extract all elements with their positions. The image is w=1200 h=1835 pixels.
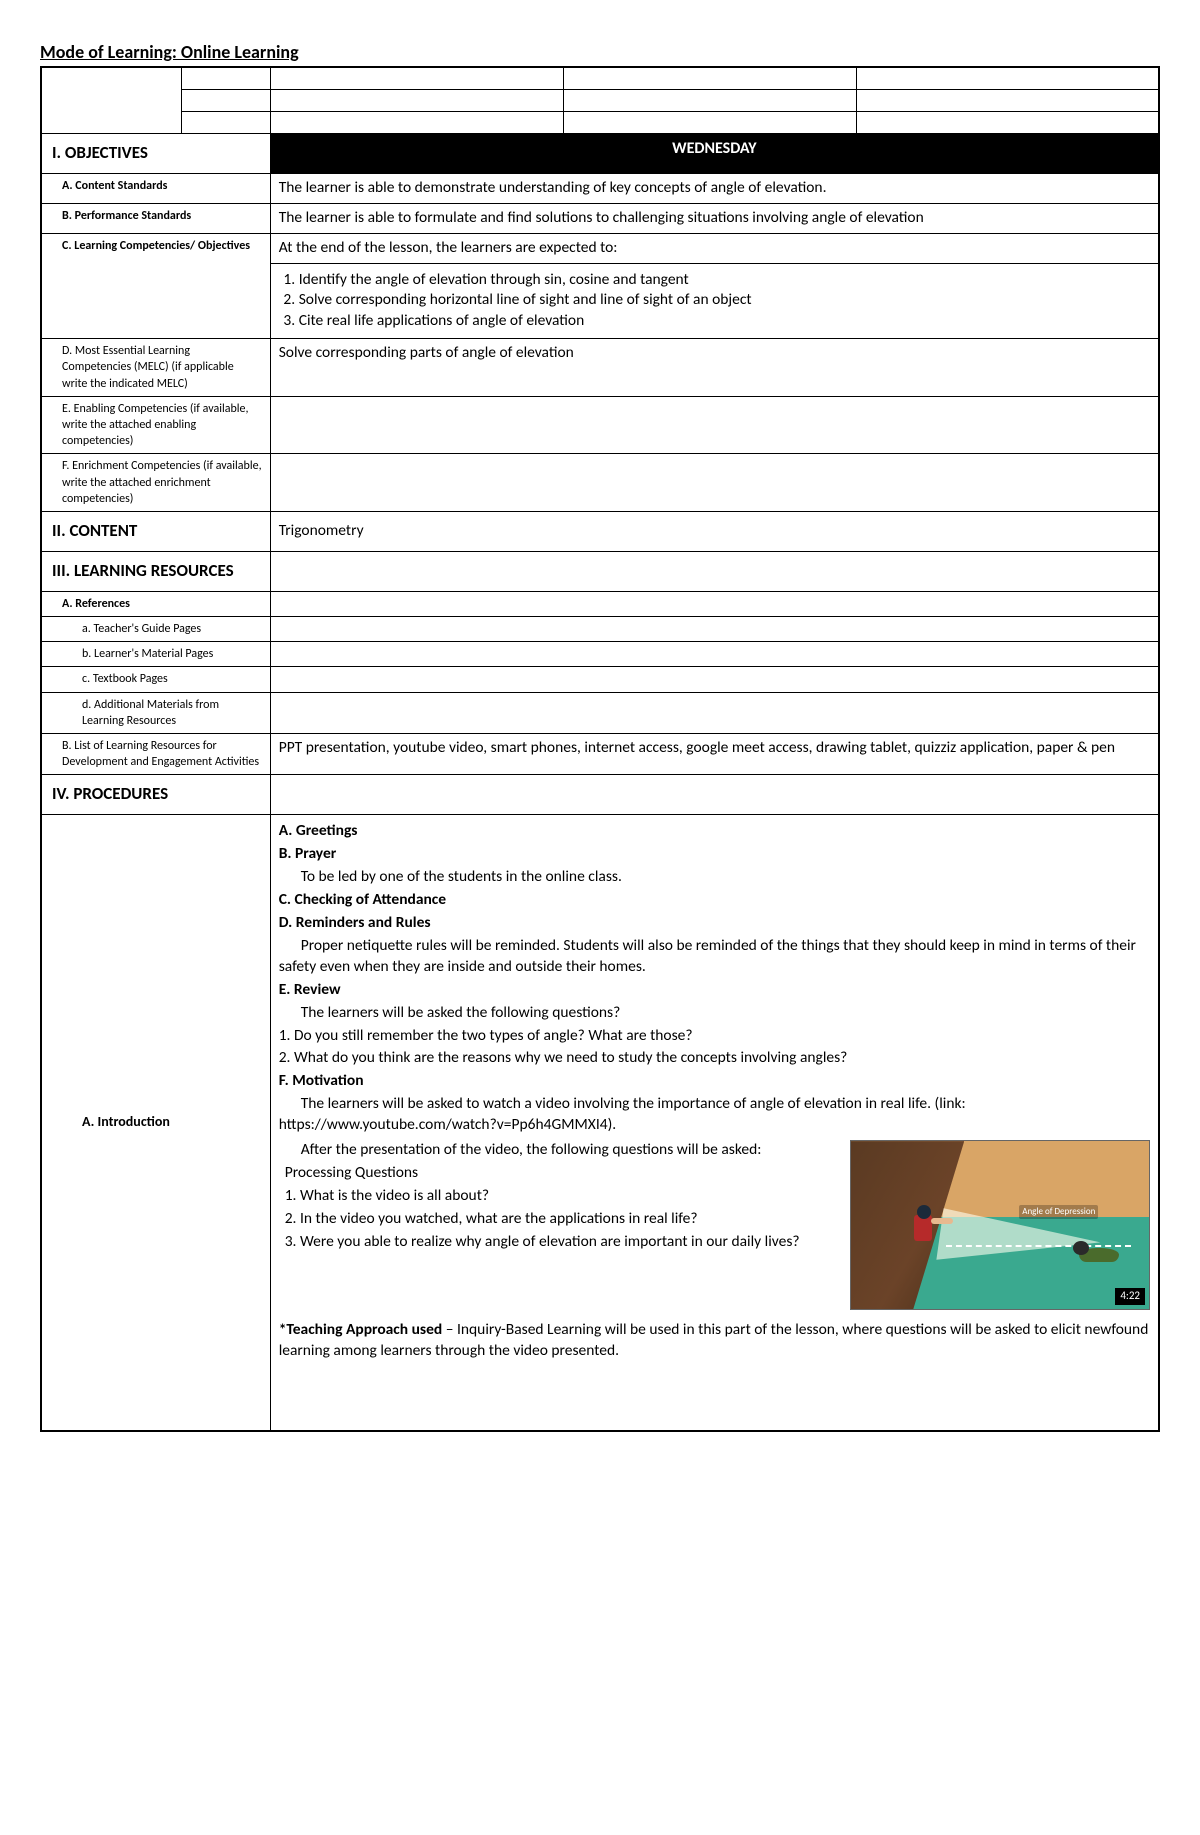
- introduction-label: A. Introduction: [41, 815, 270, 1431]
- review-text: The learners will be asked the following…: [279, 1003, 1150, 1024]
- prayer-heading: B. Prayer: [279, 844, 1150, 865]
- reminders-text: Proper netiquette rules will be reminded…: [279, 936, 1150, 978]
- learning-competencies-intro: At the end of the lesson, the learners a…: [270, 233, 1159, 263]
- teaching-approach-label: *Teaching Approach used: [279, 1320, 443, 1339]
- section-objectives: I. OBJECTIVES: [41, 133, 270, 173]
- pq3: 3. Were you able to realize why angle of…: [279, 1232, 836, 1253]
- performance-standards-label: B. Performance Standards: [41, 203, 270, 233]
- additional-materials-label: d. Additional Materials from Learning Re…: [41, 692, 270, 733]
- resources-list-label: B. List of Learning Resources for Develo…: [41, 733, 270, 774]
- lc-item-1: Identify the angle of elevation through …: [299, 270, 1150, 291]
- lc-item-3: Cite real life applications of angle of …: [299, 311, 1150, 332]
- pq1: 1. What is the video is all about?: [279, 1186, 836, 1207]
- pq2: 2. In the video you watched, what are th…: [279, 1209, 836, 1230]
- enrichment-label: F. Enrichment Competencies (if available…: [41, 454, 270, 512]
- lesson-plan-table: I. OBJECTIVES WEDNESDAY A. Content Stand…: [40, 66, 1160, 1432]
- review-q2: 2. What do you think are the reasons why…: [279, 1048, 1150, 1069]
- section-resources: III. LEARNING RESOURCES: [41, 551, 270, 591]
- after-video-text: After the presentation of the video, the…: [279, 1140, 836, 1161]
- lc-item-2: Solve corresponding horizontal line of s…: [299, 290, 1150, 311]
- learners-material-label: b. Learner's Material Pages: [41, 642, 270, 667]
- resources-blank: [270, 551, 1159, 591]
- angle-label: Angle of Depression: [1019, 1205, 1098, 1219]
- teachers-guide-label: a. Teacher's Guide Pages: [41, 617, 270, 642]
- learning-competencies-label: C. Learning Competencies/ Objectives: [41, 233, 270, 339]
- section-procedures: IV. PROCEDURES: [41, 775, 270, 815]
- introduction-content: A. Greetings B. Prayer To be led by one …: [270, 815, 1159, 1431]
- content-standards-text: The learner is able to demonstrate under…: [270, 173, 1159, 203]
- resources-list-text: PPT presentation, youtube video, smart p…: [270, 733, 1159, 774]
- references-blank: [270, 591, 1159, 616]
- motivation-text: The learners will be asked to watch a vi…: [279, 1094, 1150, 1136]
- section-content: II. CONTENT: [41, 511, 270, 551]
- video-thumbnail[interactable]: Angle of Depression 4:22: [850, 1140, 1150, 1310]
- mode-of-learning: Mode of Learning: Online Learning: [40, 40, 1160, 64]
- melc-label: D. Most Essential Learning Competencies …: [41, 339, 270, 397]
- review-heading: E. Review: [279, 980, 1150, 1001]
- processing-questions-heading: Processing Questions: [279, 1163, 836, 1184]
- enabling-label: E. Enabling Competencies (if available, …: [41, 396, 270, 454]
- video-duration: 4:22: [1115, 1288, 1145, 1305]
- greetings-heading: A. Greetings: [279, 821, 1150, 842]
- melc-text: Solve corresponding parts of angle of el…: [270, 339, 1159, 397]
- attendance-heading: C. Checking of Attendance: [279, 890, 1150, 911]
- enabling-text: [270, 396, 1159, 454]
- motivation-heading: F. Motivation: [279, 1071, 1150, 1092]
- content-text: Trigonometry: [270, 511, 1159, 551]
- review-q1: 1. Do you still remember the two types o…: [279, 1026, 1150, 1047]
- learning-competencies-list: Identify the angle of elevation through …: [270, 263, 1159, 339]
- enrichment-text: [270, 454, 1159, 512]
- references-label: A. References: [41, 591, 270, 616]
- reminders-heading: D. Reminders and Rules: [279, 913, 1150, 934]
- textbook-label: c. Textbook Pages: [41, 667, 270, 692]
- content-standards-label: A. Content Standards: [41, 173, 270, 203]
- prayer-text: To be led by one of the students in the …: [279, 867, 1150, 888]
- day-header: WEDNESDAY: [270, 133, 1159, 173]
- performance-standards-text: The learner is able to formulate and fin…: [270, 203, 1159, 233]
